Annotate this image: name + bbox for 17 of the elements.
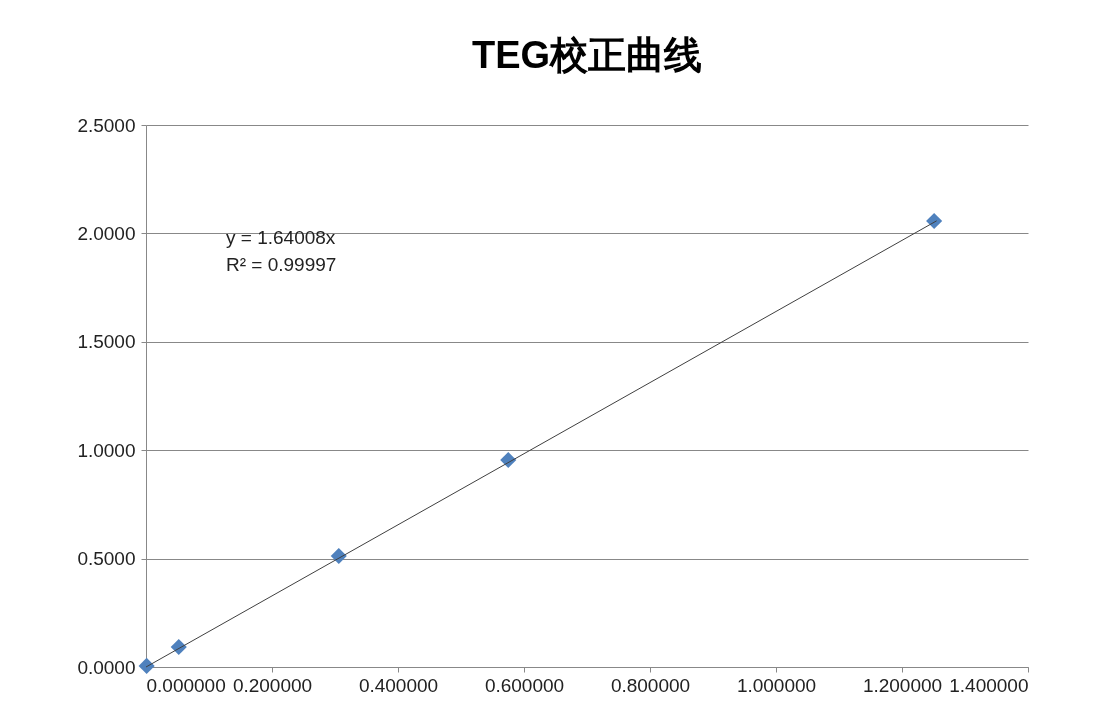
chart-title: TEG校正曲线 <box>471 34 703 76</box>
x-tick-label: 0.800000 <box>610 674 691 696</box>
y-tick-label: 1.5000 <box>77 331 136 353</box>
x-tick-label: 0.400000 <box>358 674 439 696</box>
y-tick-label: 1.0000 <box>77 439 136 461</box>
x-tick-label: 0.000000 <box>146 674 226 696</box>
x-tick-label: 1.400000 <box>949 674 1029 696</box>
y-tick-label: 2.5000 <box>77 114 136 136</box>
y-tick-label: 0.0000 <box>77 656 136 678</box>
x-tick-label: 0.600000 <box>484 674 565 696</box>
annotation: y = 1.64008x <box>226 227 336 248</box>
y-tick-label: 2.0000 <box>77 222 136 244</box>
x-tick-label: 0.200000 <box>232 674 313 696</box>
y-tick-label: 0.5000 <box>77 548 136 570</box>
annotation: R² = 0.99997 <box>226 254 337 275</box>
x-tick-label: 1.000000 <box>736 674 817 696</box>
x-tick-label: 1.200000 <box>862 674 943 696</box>
